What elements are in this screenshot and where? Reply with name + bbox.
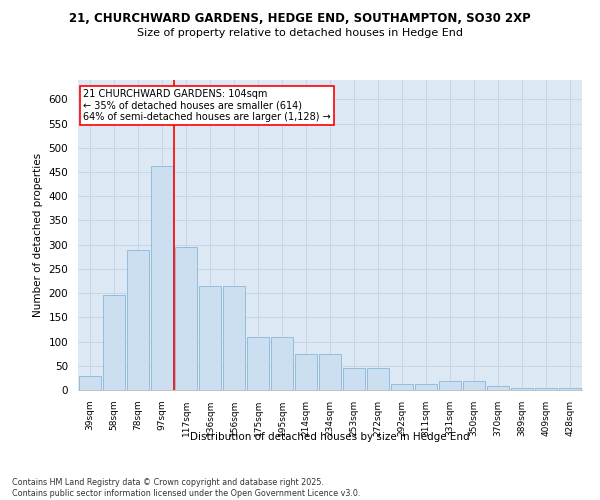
Bar [535, 388, 557, 390]
Text: 21, CHURCHWARD GARDENS, HEDGE END, SOUTHAMPTON, SO30 2XP: 21, CHURCHWARD GARDENS, HEDGE END, SOUTH… [69, 12, 531, 26]
Bar [247, 336, 269, 390]
Bar [463, 382, 485, 390]
Text: Distribution of detached houses by size in Hedge End: Distribution of detached houses by size … [190, 432, 470, 442]
Bar [103, 294, 125, 390]
Text: Contains HM Land Registry data © Crown copyright and database right 2025.
Contai: Contains HM Land Registry data © Crown c… [12, 478, 361, 498]
Bar [511, 388, 533, 390]
Bar [439, 382, 461, 390]
Bar [391, 384, 413, 390]
Text: Size of property relative to detached houses in Hedge End: Size of property relative to detached ho… [137, 28, 463, 38]
Text: 21 CHURCHWARD GARDENS: 104sqm
← 35% of detached houses are smaller (614)
64% of : 21 CHURCHWARD GARDENS: 104sqm ← 35% of d… [83, 90, 331, 122]
Bar [127, 250, 149, 390]
Bar [559, 388, 581, 390]
Bar [367, 368, 389, 390]
Bar [79, 376, 101, 390]
Bar [271, 336, 293, 390]
Bar [295, 354, 317, 390]
Bar [151, 166, 173, 390]
Bar [175, 247, 197, 390]
Bar [415, 384, 437, 390]
Y-axis label: Number of detached properties: Number of detached properties [33, 153, 43, 317]
Bar [223, 286, 245, 390]
Bar [343, 368, 365, 390]
Bar [487, 386, 509, 390]
Bar [199, 286, 221, 390]
Bar [319, 354, 341, 390]
